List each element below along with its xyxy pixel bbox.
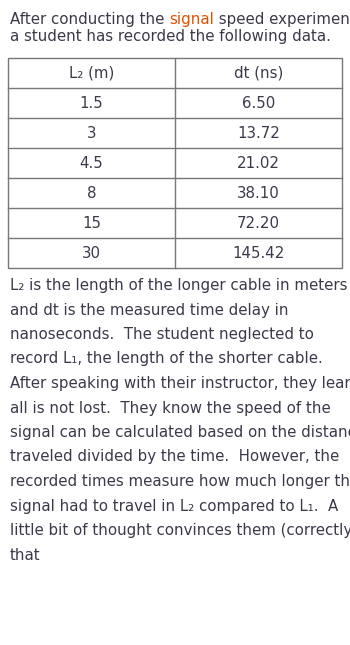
Text: record L₁, the length of the shorter cable.: record L₁, the length of the shorter cab… xyxy=(10,352,323,366)
Text: and dt is the measured time delay in: and dt is the measured time delay in xyxy=(10,303,288,317)
Text: 15: 15 xyxy=(82,215,101,230)
Text: dt (ns): dt (ns) xyxy=(234,66,283,81)
Text: traveled divided by the time.  However, the: traveled divided by the time. However, t… xyxy=(10,450,339,464)
Text: After speaking with their instructor, they learn: After speaking with their instructor, th… xyxy=(10,376,350,391)
Text: 4.5: 4.5 xyxy=(80,155,103,170)
Text: 1.5: 1.5 xyxy=(80,95,103,110)
Text: speed experiment: speed experiment xyxy=(214,12,350,27)
Text: After conducting the: After conducting the xyxy=(10,12,169,27)
Text: 30: 30 xyxy=(82,246,101,261)
Text: L₂ (m): L₂ (m) xyxy=(69,66,114,81)
Text: all is not lost.  They know the speed of the: all is not lost. They know the speed of … xyxy=(10,401,331,415)
Text: 145.42: 145.42 xyxy=(232,246,285,261)
Text: 3: 3 xyxy=(87,126,96,141)
Text: 6.50: 6.50 xyxy=(242,95,275,110)
Text: little bit of thought convinces them (correctly): little bit of thought convinces them (co… xyxy=(10,523,350,538)
Text: recorded times measure how much longer the: recorded times measure how much longer t… xyxy=(10,474,350,489)
Text: nanoseconds.  The student neglected to: nanoseconds. The student neglected to xyxy=(10,327,314,342)
Text: signal had to travel in L₂ compared to L₁.  A: signal had to travel in L₂ compared to L… xyxy=(10,499,338,513)
Text: 13.72: 13.72 xyxy=(237,126,280,141)
Text: signal: signal xyxy=(169,12,214,27)
Text: 38.10: 38.10 xyxy=(237,186,280,201)
Bar xyxy=(8,58,342,268)
Text: signal can be calculated based on the distance: signal can be calculated based on the di… xyxy=(10,425,350,440)
Text: 21.02: 21.02 xyxy=(237,155,280,170)
Text: a student has recorded the following data.: a student has recorded the following dat… xyxy=(10,29,331,44)
Text: that: that xyxy=(10,548,41,562)
Text: 72.20: 72.20 xyxy=(237,215,280,230)
Text: L₂ is the length of the longer cable in meters: L₂ is the length of the longer cable in … xyxy=(10,278,348,293)
Text: 8: 8 xyxy=(87,186,96,201)
